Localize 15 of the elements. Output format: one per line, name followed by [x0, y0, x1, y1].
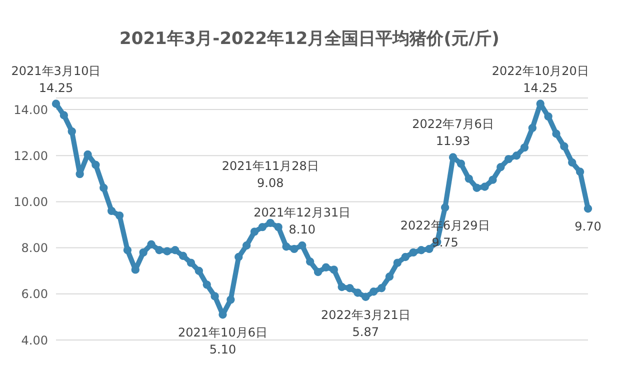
- annotation: 2022年7月6日 11.93: [412, 117, 494, 148]
- annotation: 2021年12月31日 8.10: [254, 206, 351, 237]
- annotation: 2021年3月10日 14.25: [11, 64, 101, 95]
- y-tick-label: 4.00: [21, 333, 48, 348]
- annotation: 2022年10月20日 14.25: [492, 64, 589, 95]
- y-tick-label: 10.00: [14, 194, 48, 209]
- y-tick-label: 6.00: [21, 287, 48, 302]
- y-tick-label: 8.00: [21, 241, 48, 256]
- annotation: 2021年11月28日 9.08: [222, 158, 319, 190]
- annotation: 2022年3月21日 5.87: [320, 308, 410, 339]
- y-tick-label: 14.00: [14, 102, 48, 117]
- annotation: 9.70: [574, 220, 602, 234]
- y-tick-label: 12.00: [14, 148, 48, 163]
- chart-title: 2021年3月-2022年12月全国日平均猪价(元/斤): [118, 28, 500, 50]
- annotation: 2021年10月6日 5.10: [178, 326, 268, 357]
